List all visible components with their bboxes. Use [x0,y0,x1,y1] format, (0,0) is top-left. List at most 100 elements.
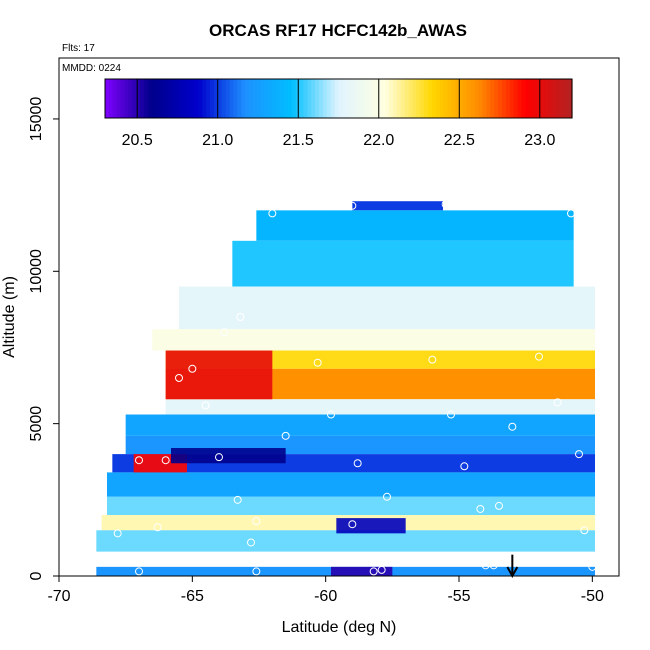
plot-frame [58,57,620,577]
colorbar-segment [326,79,332,118]
colorbar-segment [544,79,550,118]
colorbar-segment [361,79,367,118]
colorbar-segment [392,79,398,118]
colorbar-segment [186,79,192,118]
heat-hotspot [171,448,286,464]
sample-point [567,209,575,218]
heat-band [256,210,574,241]
colorbar-segment [225,79,231,118]
sample-point [447,410,455,419]
colorbar-segment [377,79,382,118]
sample-point [588,562,597,571]
y-tick-label: 10000 [28,249,45,294]
sample-point [281,431,290,440]
colorbar-segment [194,79,199,118]
sample-point [201,401,210,410]
sample-point [175,373,183,382]
colorbar-segment [132,79,137,118]
colorbar-segment [455,79,460,118]
date-label: MMDD: 0224 [62,63,121,74]
sample-point [220,328,229,337]
sample-point [481,561,490,570]
colorbar-segment [287,79,293,118]
colorbar-segment [494,79,499,118]
colorbar-segment [206,79,211,118]
colorbar-segment [291,79,297,118]
colorbar-segment [178,79,184,118]
heat-band [352,201,443,211]
colorbar-segment [299,79,305,118]
x-axis-label: Latitude (deg N) [282,619,397,636]
colorbar-segment [221,79,227,118]
heat-band [165,350,595,369]
colorbar-segment [451,79,456,118]
colorbar-segment [252,79,258,118]
sample-point [489,561,498,570]
colorbar-segment [182,79,188,118]
colorbar-segment [498,79,503,118]
colorbar-segment [171,79,176,118]
colorbar-segment [210,79,215,118]
colorbar-segment [163,79,168,118]
colorbar-segment [428,79,433,118]
colorbar-segment [284,79,289,118]
colorbar-segment [167,79,172,118]
colorbar-tick-label: 22.0 [363,132,394,149]
colorbar-segment [280,79,285,118]
y-tick-label: 15000 [28,97,45,142]
sample-point [153,523,162,532]
colorbar-segment [276,79,281,118]
colorbar-segment [136,79,141,118]
colorbar-segment [517,79,523,118]
sample-points [113,200,597,576]
colorbar-segment [338,79,343,118]
colorbar-segment [108,79,114,118]
colorbar-segment [155,79,161,118]
colorbar-segment [404,79,410,118]
colorbar-segment [365,79,371,118]
sample-point [161,456,170,465]
colorbar-tick-label: 22.5 [444,132,475,149]
colorbar-segment [552,79,558,118]
colorbar-segment [385,79,390,118]
colorbar-segment [245,79,250,118]
colorbar-segment [105,79,110,118]
colorbar-segment [307,79,312,118]
x-tick-label: -65 [181,588,204,605]
colorbar-segment [237,79,242,118]
colorbar-segment [381,79,386,118]
colorbar-segment [396,79,402,118]
colorbar-segment [175,79,180,118]
x-tick-label: -60 [314,588,337,605]
colorbar-segment [509,79,515,118]
sample-point [441,200,450,209]
colorbar-segment [439,79,445,118]
colorbar-segment [420,79,425,118]
sample-point [460,462,469,471]
flights-label: Flts: 17 [62,43,95,54]
colorbar-segment [474,79,480,118]
heat-band [165,399,595,415]
heat-band [96,530,595,552]
sample-point [135,567,143,576]
colorbar-segment [143,79,149,118]
colorbar-segment [536,79,542,118]
colorbar-segment [342,79,347,118]
heat-hotspot [331,566,393,576]
sample-point [383,492,391,501]
colorbar-segment [311,79,316,118]
colorbar-segment [529,79,534,118]
heatmap-layer [96,201,596,576]
colorbar-segment [540,79,546,118]
colorbar-segment [466,79,472,118]
sample-point [252,567,261,576]
sample-point [247,538,255,547]
colorbar-segment [443,79,449,118]
colorbar-segment [159,79,164,118]
heat-band [107,496,595,516]
colorbar-segment [525,79,530,118]
colorbar: 20.5 21.0 21.5 22.0 22.5 23.0 [104,78,573,149]
sample-point [252,517,261,526]
colorbar-segment [140,79,145,118]
colorbar-segment [470,79,476,118]
